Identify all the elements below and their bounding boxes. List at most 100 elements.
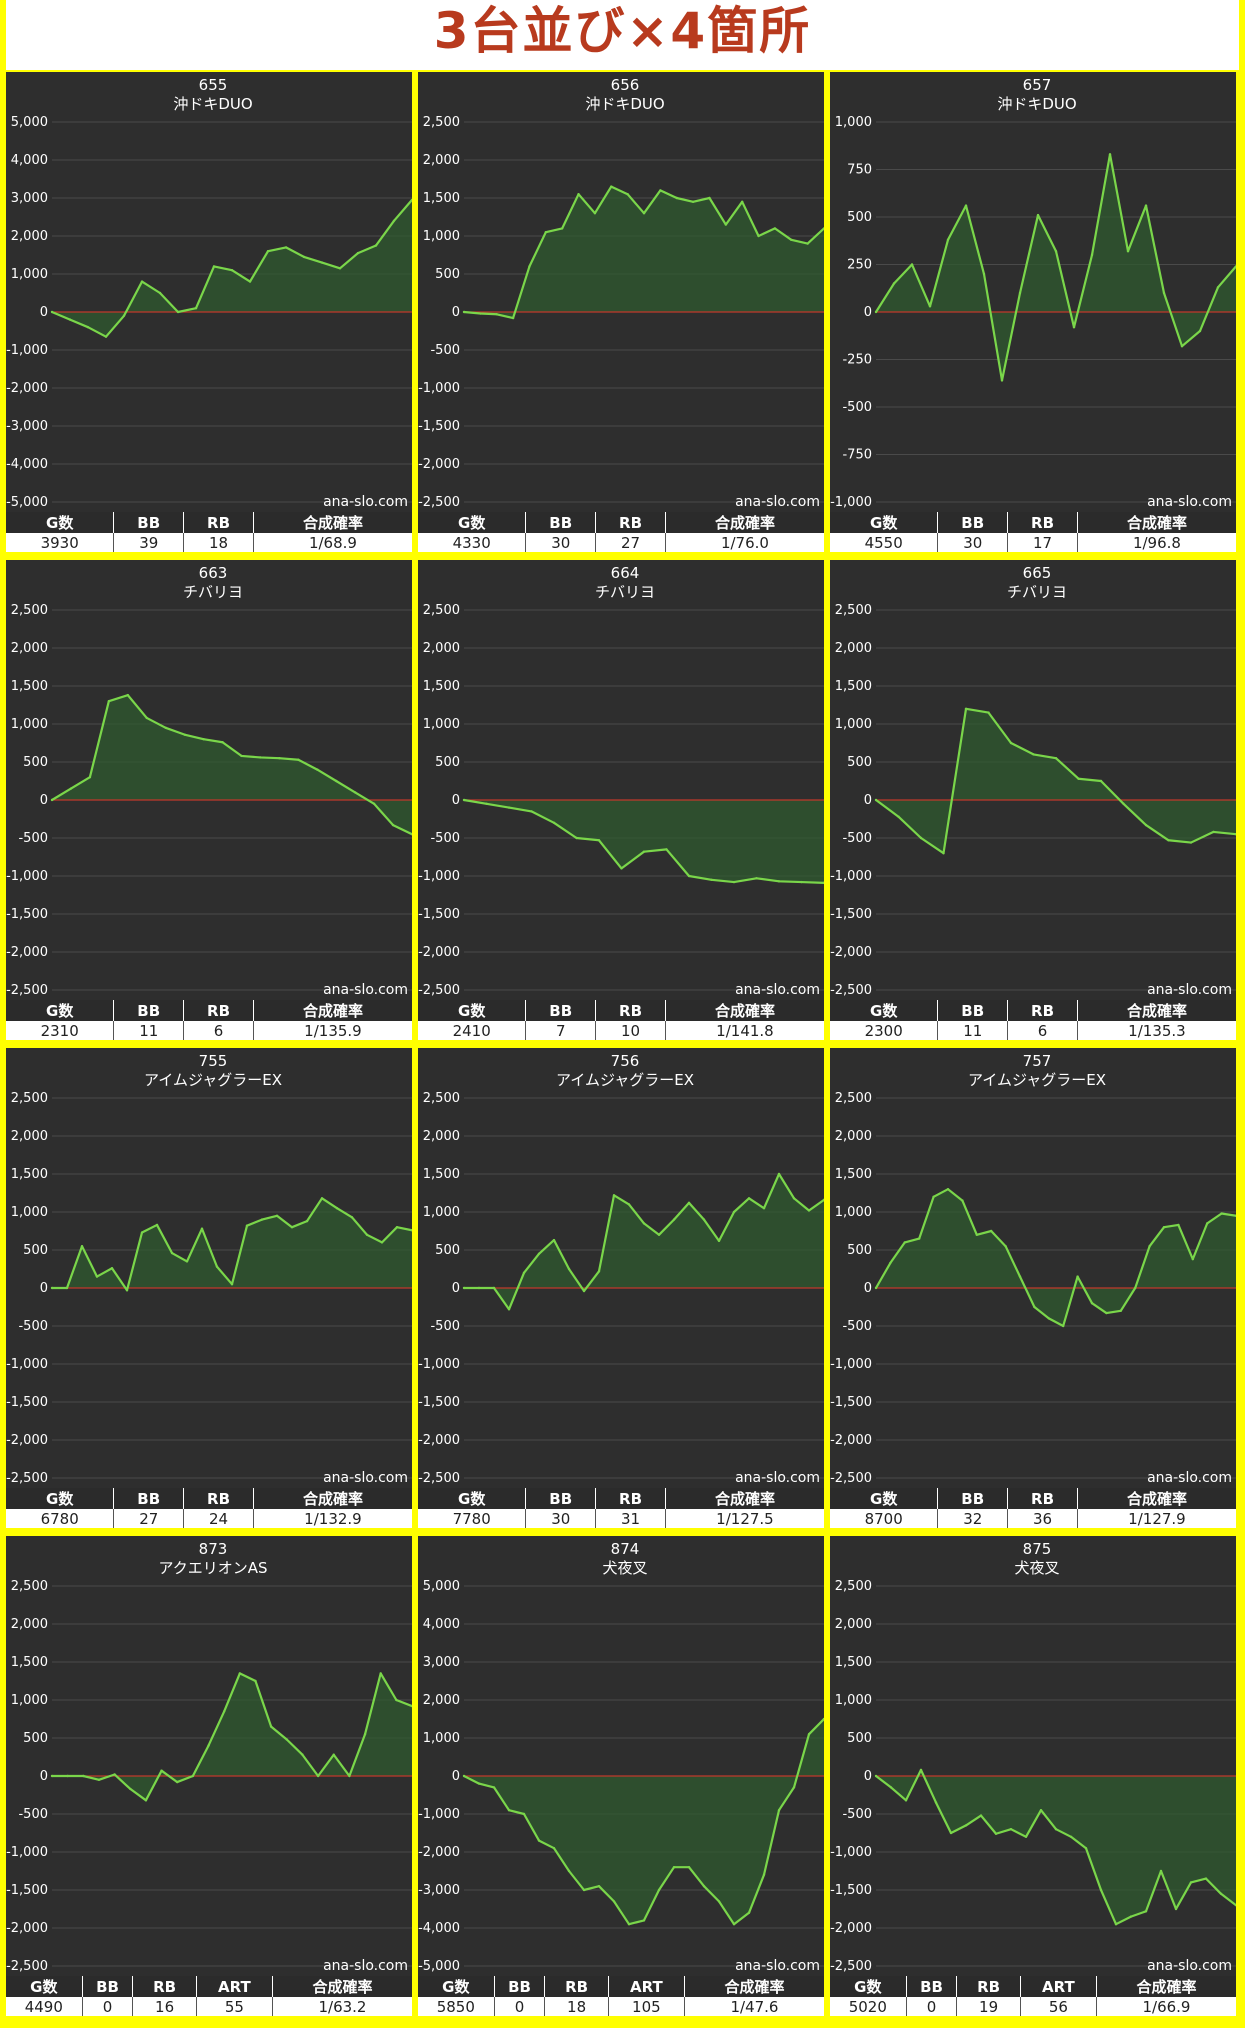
y-tick-label: -2,000 — [6, 1433, 48, 1448]
stats-value-row: 4330 30 27 1/76.0 — [418, 533, 824, 552]
chart-875: 2,500 2,000 1,500 1,000 500 0 -500 -1,000 -1,500… — [830, 1540, 1236, 1974]
stats-header-cell: G数 — [6, 1488, 115, 1509]
data-point — [946, 1188, 950, 1191]
data-point — [495, 313, 498, 316]
y-tick-label: 500 — [847, 1243, 872, 1258]
stats-value-cell: 17 — [1007, 533, 1078, 552]
data-point — [222, 1710, 226, 1713]
y-tick-label: 2,500 — [423, 603, 460, 618]
stats-table: G数 BB RB 合成確率 7780 30 31 1/127.5 — [418, 1488, 824, 1528]
data-point — [918, 1237, 921, 1240]
y-tick-label: -2,000 — [418, 1845, 460, 1860]
y-tick-label: -1,000 — [418, 1807, 460, 1822]
stats-value-row: 4490 0 16 55 1/63.2 — [6, 1997, 412, 2016]
series-area — [52, 1198, 412, 1291]
stats-value-cell: 5850 — [418, 1997, 495, 2016]
series-area — [464, 186, 824, 319]
data-point — [492, 1786, 496, 1789]
data-point — [582, 1289, 586, 1293]
data-point — [374, 244, 378, 247]
data-point — [88, 776, 92, 779]
stats-header-cell: 合成確率 — [1077, 1488, 1236, 1509]
data-point — [762, 1873, 766, 1876]
data-point — [144, 1799, 148, 1802]
y-tick-label: -2,000 — [418, 457, 460, 472]
machine-name: アイムジャグラーEX — [968, 1071, 1106, 1089]
machine-panel-656: 2,500 2,000 1,500 1,000 500 0 -500 -1,000 -1,500… — [418, 72, 824, 552]
data-point — [1090, 1302, 1094, 1305]
data-point — [530, 810, 533, 813]
y-tick-label: 2,000 — [11, 641, 48, 656]
y-tick-label: 1,000 — [835, 115, 872, 130]
y-tick-label: 0 — [40, 1281, 48, 1296]
data-point — [657, 1888, 661, 1892]
y-tick-label: -5,000 — [418, 1959, 460, 1974]
stats-header-row: G数 BB RB 合成確率 — [830, 512, 1236, 533]
y-tick-label: -500 — [18, 831, 48, 846]
stats-header-cell: BB — [525, 1000, 597, 1021]
y-tick-label: -4,000 — [6, 457, 48, 472]
y-tick-label: 500 — [847, 1731, 872, 1746]
data-point — [140, 280, 144, 283]
data-point — [1004, 1245, 1007, 1248]
stats-value-cell: 0 — [494, 1997, 546, 2016]
y-tick-label: 1,500 — [11, 1655, 48, 1670]
y-tick-label: 500 — [847, 210, 872, 225]
data-point — [129, 1787, 132, 1791]
machine-number: 665 — [1023, 564, 1052, 582]
y-tick-label: -1,500 — [830, 907, 872, 922]
data-point — [492, 1286, 496, 1290]
stats-header-cell: 合成確率 — [253, 1000, 412, 1021]
data-point — [1177, 1223, 1180, 1227]
data-point — [104, 335, 108, 338]
data-point — [773, 227, 777, 230]
machine-panel-873: 2,500 2,000 1,500 1,000 500 0 -500 -1,000 -1,500… — [6, 1536, 412, 2016]
data-point — [897, 815, 900, 818]
data-point — [822, 227, 824, 230]
data-point — [170, 1251, 174, 1255]
y-tick-label: 1,500 — [835, 1655, 872, 1670]
stats-header-cell: RB — [1007, 512, 1078, 533]
data-point — [964, 707, 968, 710]
data-point — [1090, 253, 1094, 257]
data-point — [379, 1672, 382, 1675]
stats-value-row: 2310 11 6 1/135.9 — [6, 1021, 412, 1040]
stats-value-cell: 16 — [132, 1997, 197, 2016]
y-tick-label: 1,000 — [423, 1731, 460, 1746]
machine-number: 656 — [611, 76, 640, 94]
y-tick-label: -1,000 — [6, 1357, 48, 1372]
data-point — [290, 1226, 294, 1229]
stats-header-cell: 合成確率 — [665, 512, 824, 533]
chart-755: 2,500 2,000 1,500 1,000 500 0 -500 -1,000 -1,500… — [6, 1052, 412, 1486]
data-point — [485, 802, 488, 805]
y-tick-label: 1,500 — [423, 1167, 460, 1182]
stats-value-cell: 11 — [937, 1021, 1009, 1040]
data-point — [82, 1774, 85, 1778]
data-point — [259, 756, 262, 759]
y-tick-label: -1,000 — [830, 495, 872, 510]
stats-header-cell: G数 — [830, 1000, 939, 1021]
y-tick-label: -1,000 — [418, 381, 460, 396]
data-point — [185, 1260, 189, 1263]
chart-657: 1,000 750 500 250 0 -250 -500 -750 -1,000 657沖ドキD… — [830, 76, 1236, 510]
data-point — [597, 839, 601, 842]
data-point — [230, 1283, 234, 1286]
y-tick-label: -1,000 — [6, 343, 48, 358]
stats-value-row: 2300 11 6 1/135.3 — [830, 1021, 1236, 1040]
data-point — [1009, 1828, 1013, 1831]
y-tick-label: -2,500 — [830, 983, 872, 998]
y-tick-label: -2,000 — [6, 945, 48, 960]
data-point — [68, 318, 72, 321]
stats-value-row: 5850 0 18 105 1/47.6 — [418, 1997, 824, 2016]
y-tick-label: -500 — [430, 343, 460, 358]
data-point — [964, 1824, 968, 1827]
y-tick-label: -2,000 — [6, 381, 48, 396]
y-tick-label: 0 — [40, 1769, 48, 1784]
data-point — [410, 833, 412, 836]
y-tick-label: 0 — [864, 793, 872, 808]
data-point — [642, 1919, 646, 1922]
data-point — [1180, 345, 1184, 348]
data-point — [560, 227, 564, 230]
machine-name: アイムジャグラーEX — [144, 1071, 282, 1089]
data-point — [889, 1786, 893, 1789]
